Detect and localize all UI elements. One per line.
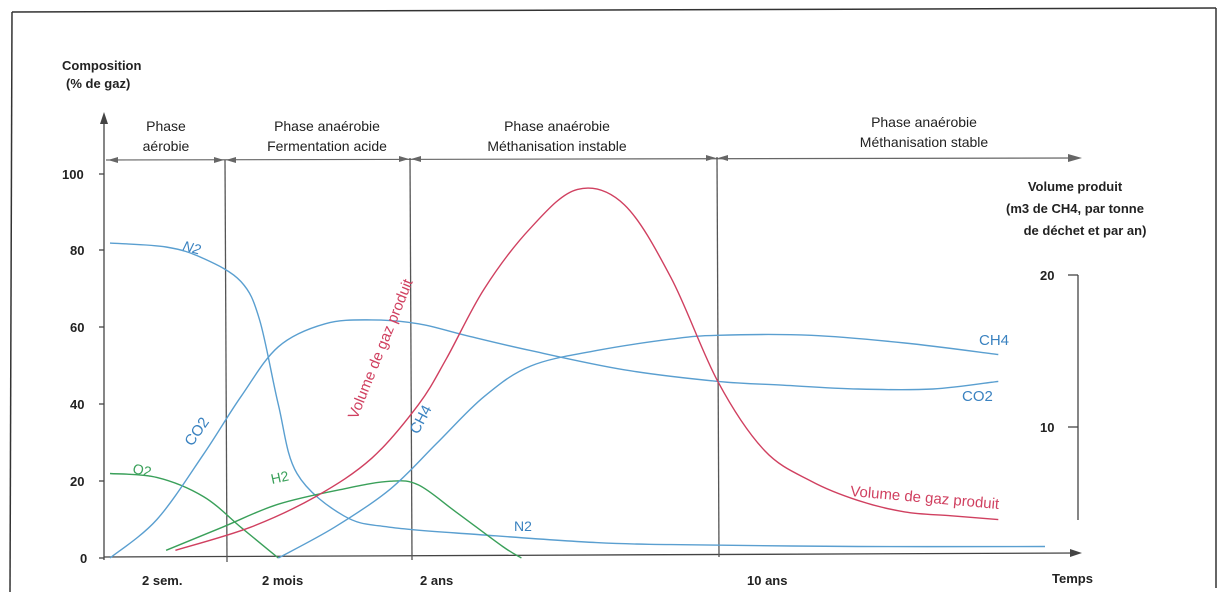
y-axis-title-line1: Composition	[62, 58, 141, 73]
y-tick-label: 60	[70, 320, 84, 335]
label-ch4-right: CH4	[979, 332, 1009, 349]
x-tick-label: 10 ans	[747, 573, 787, 588]
phase-arrow-head	[718, 155, 728, 161]
label-co2-right: CO2	[962, 388, 993, 405]
y-axis-arrow	[100, 112, 108, 124]
phase-arrow-head	[411, 156, 421, 162]
phase-separator	[409, 157, 413, 561]
series-line-volume-de-gaz-produit	[175, 187, 999, 551]
label-h2: H2	[269, 468, 290, 487]
y2-axis-title-line2: (m3 de CH4, par tonne	[1006, 201, 1144, 216]
phase-arrow-head	[108, 157, 118, 163]
y-tick-label: 0	[80, 551, 87, 566]
phase-boundary-arrows	[108, 155, 728, 163]
phase-2-label-line2: Fermentation acide	[267, 138, 387, 154]
phase-arrow-line	[105, 157, 1079, 161]
series-curves	[109, 187, 1046, 559]
phase-1-label-line2: aérobie	[143, 138, 190, 154]
frame-top	[11, 7, 1217, 13]
y-ticks: 0 20 40 60 80 100	[62, 167, 104, 566]
phase-4-label-line2: Méthanisation stable	[860, 134, 989, 150]
series-line-co2	[109, 319, 999, 559]
y-tick-label: 80	[70, 243, 84, 258]
y2-axis-title-line1: Volume produit	[1028, 179, 1123, 194]
phase-separator	[224, 159, 228, 563]
label-co2-left: CO2	[181, 414, 213, 449]
label-n2-top: N2	[181, 237, 203, 257]
phase-arrow-head	[214, 157, 224, 163]
label-volume-right: Volume de gaz produit	[850, 483, 1001, 513]
y-tick-label: 100	[62, 167, 84, 182]
x-tick-label: 2 mois	[262, 573, 303, 588]
label-o2: O2	[131, 460, 153, 480]
phase-4-label-line1: Phase anaérobie	[871, 114, 977, 130]
phase-3-label-line2: Méthanisation instable	[487, 138, 627, 154]
phase-1-label-line1: Phase	[146, 118, 186, 134]
phase-arrow-head	[226, 157, 236, 163]
x-axis-arrow	[1070, 549, 1082, 557]
x-axis-title: Temps	[1052, 571, 1093, 586]
y-tick-label: 40	[70, 397, 84, 412]
y-tick-label: 20	[70, 474, 84, 489]
y2-tick-label: 10	[1040, 420, 1054, 435]
phase-3-label-line1: Phase anaérobie	[504, 118, 610, 134]
phase-2-label-line1: Phase anaérobie	[274, 118, 380, 134]
y2-axis-title-line3: de déchet et par an)	[1024, 223, 1147, 238]
x-tick-label: 2 sem.	[142, 573, 182, 588]
phase-arrow-head	[1068, 154, 1082, 162]
series-line-h2	[165, 480, 522, 559]
y-axis-title-line2: (% de gaz)	[66, 76, 130, 91]
phase-separator	[716, 156, 720, 558]
phase-arrow-head	[399, 156, 409, 162]
x-tick-label: 2 ans	[420, 573, 453, 588]
y2-tick-label: 20	[1040, 268, 1054, 283]
series-line-o2	[109, 472, 279, 559]
label-n2-bottom: N2	[514, 518, 532, 534]
x-axis-line	[103, 552, 1079, 558]
phase-arrow-head	[706, 155, 716, 161]
frame-left	[9, 11, 13, 593]
label-volume-left: Volume de gaz produit	[345, 276, 417, 422]
series-line-ch4	[277, 333, 999, 559]
